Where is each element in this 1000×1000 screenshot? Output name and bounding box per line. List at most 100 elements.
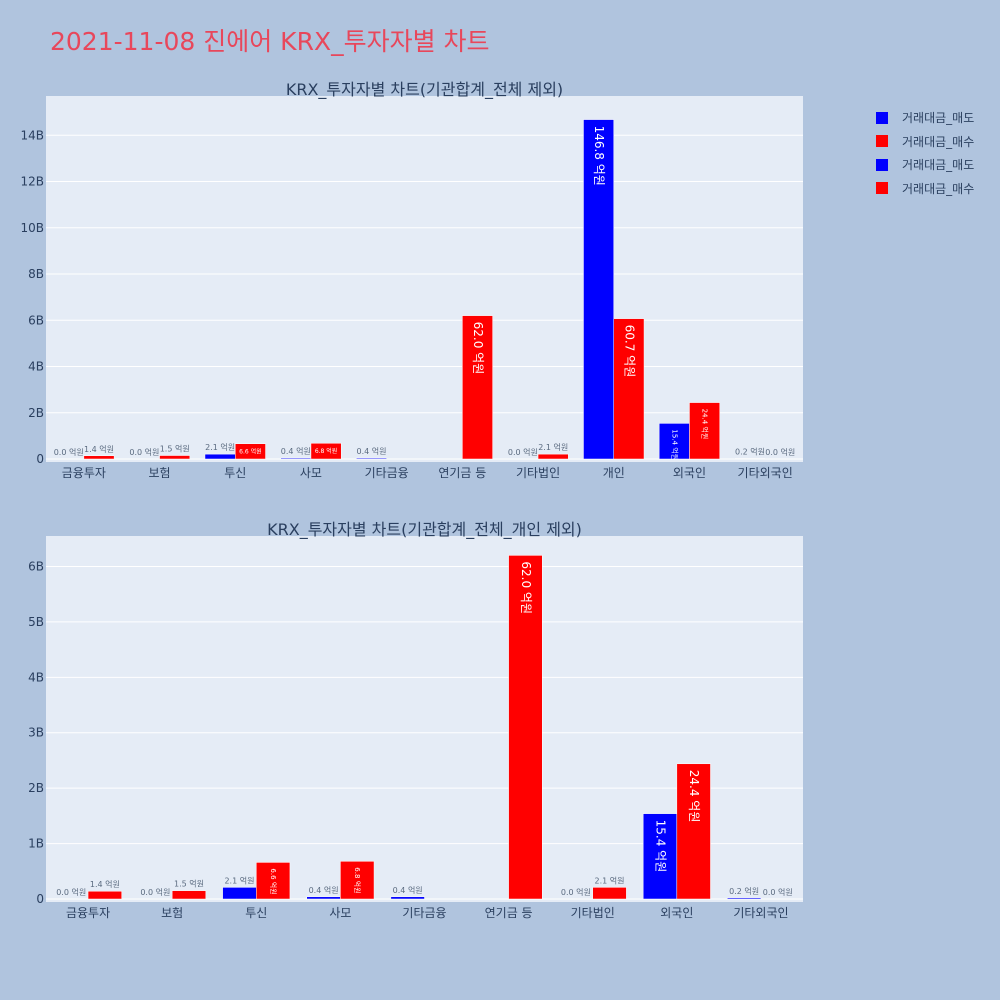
y-tick-label: 5B [28, 615, 44, 629]
x-tick-label: 개인 [603, 466, 625, 480]
bar-sell-5 [356, 457, 387, 460]
y-tick-label: 4B [28, 360, 44, 374]
chart-title-1: KRX_투자자별 차트(기관합계_전체 제외) [286, 80, 563, 100]
data-label: 0.0 억원 [140, 887, 170, 897]
x-tick-label: 연기금 등 [485, 906, 533, 920]
data-label: 0.2 억원 [735, 447, 765, 457]
x-tick-label: 외국인 [660, 906, 693, 920]
data-label: 62.0 억원 [519, 561, 533, 614]
y-tick-label: 12B [20, 175, 44, 189]
data-label: 6.6 억원 [239, 447, 262, 455]
bar-sell-5 [390, 896, 425, 900]
x-tick-label: 투신 [245, 906, 267, 920]
bar-buy-3 [256, 862, 291, 900]
data-label: 0.0 억원 [763, 887, 793, 897]
legend-item-buy-1[interactable]: 거래대금_매수 [876, 130, 974, 154]
data-label: 62.0 억원 [471, 322, 485, 375]
main-title: 2021-11-08 진에어 KRX_투자자별 차트 [50, 27, 490, 56]
x-tick-label: 외국인 [673, 466, 706, 480]
y-tick-label: 3B [28, 726, 44, 740]
legend: 거래대금_매도 거래대금_매수 거래대금_매도 거래대금_매수 [876, 106, 974, 200]
bar-sell-4 [306, 896, 341, 900]
x-tick-label: 기타법인 [571, 906, 615, 920]
data-label: 1.4 억원 [90, 879, 120, 889]
x-tick-label: 기타외국인 [738, 466, 793, 480]
bar-buy-6 [508, 555, 543, 900]
data-label: 146.8 억원 [592, 126, 606, 186]
data-label: 0.0 억원 [508, 447, 538, 457]
y-tick-label: 2B [28, 406, 44, 420]
data-label: 24.4 억원 [687, 770, 701, 823]
x-tick-label: 투신 [224, 466, 246, 480]
y-tick-label: 0 [36, 452, 44, 466]
bar-buy-4 [310, 443, 342, 460]
bar-buy-8 [676, 763, 711, 900]
bar-buy-9 [689, 402, 720, 460]
bar-buy-7 [592, 887, 627, 900]
legend-swatch-buy-1 [876, 135, 888, 148]
data-label: 6.8 억원 [315, 447, 338, 455]
data-label: 2.1 억원 [538, 442, 568, 452]
y-tick-label: 14B [20, 128, 44, 142]
x-tick-label: 기타법인 [516, 466, 560, 480]
data-label: 2.1 억원 [224, 875, 254, 885]
legend-label: 거래대금_매도 [902, 158, 975, 173]
data-label: 0.0 억원 [56, 887, 86, 897]
x-tick-label: 사모 [329, 906, 351, 920]
y-tick-label: 2B [28, 781, 44, 795]
y-tick-label: 8B [28, 267, 44, 281]
data-label: 24.4 억원 [701, 409, 710, 440]
bar-buy-2 [171, 890, 207, 900]
bar-buy-1 [83, 455, 115, 460]
bar-buy-1 [87, 890, 122, 900]
legend-label: 거래대금_매도 [902, 111, 975, 126]
data-label: 0.0 억원 [54, 447, 84, 457]
bar-buy-4 [340, 861, 375, 900]
bar-sell-3 [222, 887, 257, 900]
x-tick-label: 보험 [149, 466, 171, 480]
data-label: 1.4 억원 [84, 444, 114, 454]
data-label: 1.5 억원 [174, 879, 204, 889]
bar-buy-6 [462, 315, 493, 460]
data-label: 60.7 억원 [622, 325, 636, 378]
data-label: 0.0 억원 [129, 447, 159, 457]
legend-swatch-buy-2 [876, 182, 888, 195]
x-tick-label: 기타금융 [365, 466, 409, 480]
y-tick-label: 0 [36, 892, 44, 906]
legend-item-sell-2[interactable]: 거래대금_매도 [876, 153, 974, 177]
x-tick-label: 금융투자 [62, 466, 106, 480]
data-label: 6.6 억원 [269, 868, 278, 894]
x-tick-label: 기타금융 [402, 906, 446, 920]
legend-item-buy-2[interactable]: 거래대금_매수 [876, 177, 974, 201]
data-label: 0.4 억원 [357, 446, 387, 456]
legend-item-sell-1[interactable]: 거래대금_매도 [876, 106, 974, 130]
x-tick-label: 금융투자 [66, 906, 110, 920]
data-label: 0.4 억원 [393, 885, 423, 895]
data-label: 0.2 억원 [729, 886, 759, 896]
x-tick-label: 보험 [161, 906, 183, 920]
y-tick-label: 6B [28, 559, 44, 573]
legend-label: 거래대금_매수 [902, 134, 975, 149]
bar-buy-3 [235, 443, 266, 460]
plot-area-1 [46, 96, 803, 462]
y-tick-label: 4B [28, 670, 44, 684]
data-label: 15.4 억원 [654, 820, 668, 873]
data-label: 0.4 억원 [309, 885, 339, 895]
data-label: 0.0 억원 [765, 447, 795, 457]
data-label: 6.8 억원 [353, 867, 362, 893]
data-label: 0.4 억원 [281, 446, 311, 456]
x-tick-label: 사모 [300, 466, 322, 480]
legend-label: 거래대금_매수 [902, 181, 975, 196]
legend-swatch-sell-1 [876, 111, 888, 124]
y-tick-label: 1B [28, 837, 44, 851]
legend-swatch-sell-2 [876, 158, 888, 171]
data-label: 2.1 억원 [205, 442, 235, 452]
bar-sell-3 [204, 453, 236, 460]
y-tick-label: 6B [28, 313, 44, 327]
x-tick-label: 기타외국인 [733, 906, 788, 920]
data-label: 2.1 억원 [595, 875, 625, 885]
x-tick-label: 연기금 등 [438, 466, 486, 480]
data-label: 0.0 억원 [561, 887, 591, 897]
chart-title-2: KRX_투자자별 차트(기관합계_전체_개인 제외) [267, 520, 582, 540]
